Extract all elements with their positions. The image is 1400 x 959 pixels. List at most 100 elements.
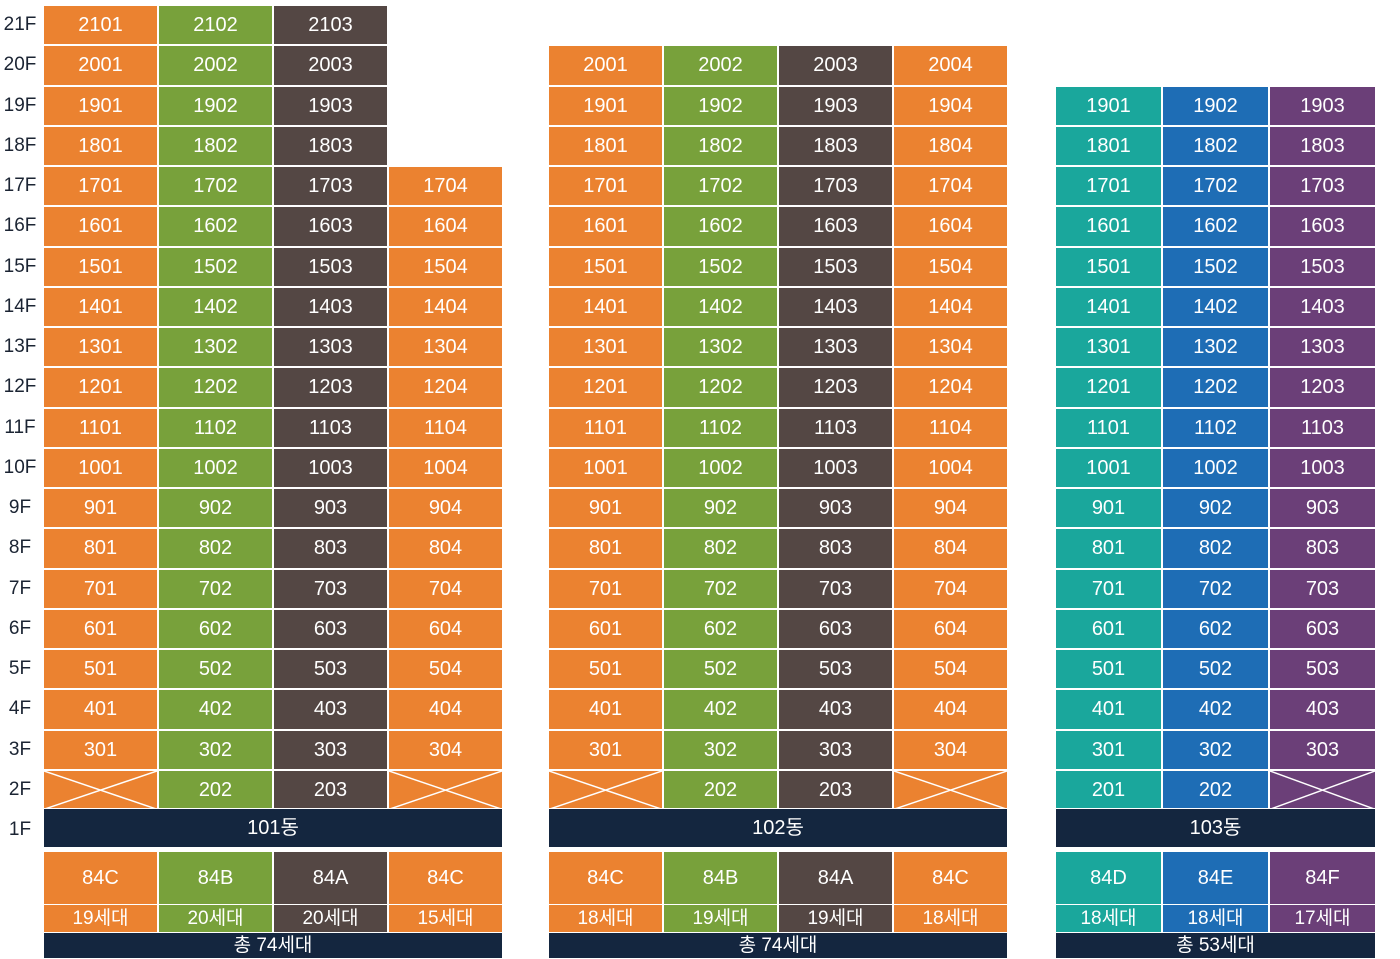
unit-cell: 1804 (893, 125, 1008, 166)
unit-cell: 1102 (1162, 407, 1269, 448)
unit-cell: 703 (778, 568, 893, 609)
unit-cell: 1603 (1269, 206, 1376, 247)
unit-cell: 1702 (663, 166, 778, 207)
building-name-bar: 101동 (43, 808, 503, 848)
unit-cell: 701 (43, 568, 158, 609)
unit-cell: 1202 (663, 367, 778, 408)
unit-cell: 903 (1269, 488, 1376, 529)
unit-cell: 1403 (273, 286, 388, 327)
unit-cell: 1901 (548, 85, 663, 126)
unit-cell: 1503 (778, 246, 893, 287)
unit-cell: 1402 (158, 286, 273, 327)
floor-label: 16F (3, 215, 37, 237)
unit-cell: 1504 (388, 246, 503, 287)
unit-cell: 304 (893, 729, 1008, 770)
unit-cell: 904 (388, 488, 503, 529)
unit-cell: 401 (548, 689, 663, 730)
unit-cell: 803 (778, 528, 893, 569)
unit-cell: 504 (388, 649, 503, 690)
unit-cell: 704 (893, 568, 1008, 609)
unit-cell: 1604 (388, 206, 503, 247)
unit-cell: 1404 (388, 286, 503, 327)
unit-cell: 1301 (1055, 327, 1162, 368)
cross-icon (894, 770, 1007, 809)
unit-cell: 202 (158, 769, 273, 810)
unit-cell: 801 (43, 528, 158, 569)
unit-cell: 1802 (663, 125, 778, 166)
unit-cell: 1702 (1162, 166, 1269, 207)
unit-cell: 1803 (1269, 125, 1376, 166)
floor-label: 6F (8, 617, 32, 639)
unit-cell: 603 (1269, 608, 1376, 649)
unit-cell: 503 (1269, 649, 1376, 690)
unit-cell: 901 (548, 488, 663, 529)
unit-type-cell: 84F 17세대 (1269, 851, 1376, 933)
unit-cell: 1402 (663, 286, 778, 327)
unit-cell: 1703 (1269, 166, 1376, 207)
unit-cell: 1201 (548, 367, 663, 408)
unit-cell: 1203 (273, 367, 388, 408)
unit-cell: 1502 (663, 246, 778, 287)
unit-cell: 1004 (893, 447, 1008, 488)
unit-cell: 802 (1162, 528, 1269, 569)
unit-cell: 1001 (548, 447, 663, 488)
unit-cell: 1602 (158, 206, 273, 247)
unit-cell: 1304 (388, 327, 503, 368)
unit-cell: 301 (548, 729, 663, 770)
unit-cell: 901 (1055, 488, 1162, 529)
unit-type-label: 84E (1197, 867, 1234, 889)
unit-cell: 1101 (548, 407, 663, 448)
unit-cell: 501 (43, 649, 158, 690)
unit-cell: 1104 (893, 407, 1008, 448)
unit-cell: 403 (273, 689, 388, 730)
unit-cell: 1202 (1162, 367, 1269, 408)
unit-cell: 804 (388, 528, 503, 569)
unit-cell: 2004 (893, 45, 1008, 86)
unit-cell: 1502 (158, 246, 273, 287)
unit-cell: 503 (778, 649, 893, 690)
unit-type-label: 84A (312, 867, 349, 889)
household-count-label: 19세대 (44, 904, 157, 932)
unit-cell: 1401 (548, 286, 663, 327)
unit-cell: 603 (273, 608, 388, 649)
unit-cell: 803 (1269, 528, 1376, 569)
unit-cell: 1902 (1162, 85, 1269, 126)
unit-cell: 1204 (388, 367, 503, 408)
floor-label: 10F (3, 456, 37, 478)
unit-type-cell: 84B 19세대 (663, 851, 778, 933)
unit-cell: 401 (43, 689, 158, 730)
unit-cell: 1103 (1269, 407, 1376, 448)
unit-cell: 1502 (1162, 246, 1269, 287)
unit-cell: 302 (1162, 729, 1269, 770)
unit-cell: 2002 (663, 45, 778, 86)
unit-type-cell: 84A 19세대 (778, 851, 893, 933)
unit-cell: 1901 (1055, 85, 1162, 126)
unit-cell: 904 (893, 488, 1008, 529)
unit-cell: 1202 (158, 367, 273, 408)
household-count-label: 19세대 (779, 904, 892, 932)
unit-type-cell: 84C 18세대 (893, 851, 1008, 933)
unit-cell: 1903 (273, 85, 388, 126)
unit-type-label: 84B (197, 867, 234, 889)
unit-cell: 903 (273, 488, 388, 529)
unit-cell: 303 (1269, 729, 1376, 770)
floor-label: 21F (3, 14, 37, 35)
unit-cell: 601 (548, 608, 663, 649)
unit-cell: 801 (1055, 528, 1162, 569)
unit-cell: 203 (778, 769, 893, 810)
unit-cell: 1301 (548, 327, 663, 368)
floor-label: 9F (8, 497, 32, 518)
building-name-bar: 103동 (1055, 808, 1376, 848)
unit-cell: 1203 (1269, 367, 1376, 408)
unit-cell: 1903 (778, 85, 893, 126)
floor-label: 20F (3, 54, 37, 76)
floor-label: 15F (3, 255, 37, 277)
unit-cell: 301 (43, 729, 158, 770)
unit-cell: 703 (273, 568, 388, 609)
unit-cell: 1601 (1055, 206, 1162, 247)
unit-cell: 603 (778, 608, 893, 649)
unit-cell: 1102 (663, 407, 778, 448)
unit-cell: 702 (663, 568, 778, 609)
unit-cell: 2001 (43, 45, 158, 86)
unit-cell: 304 (388, 729, 503, 770)
